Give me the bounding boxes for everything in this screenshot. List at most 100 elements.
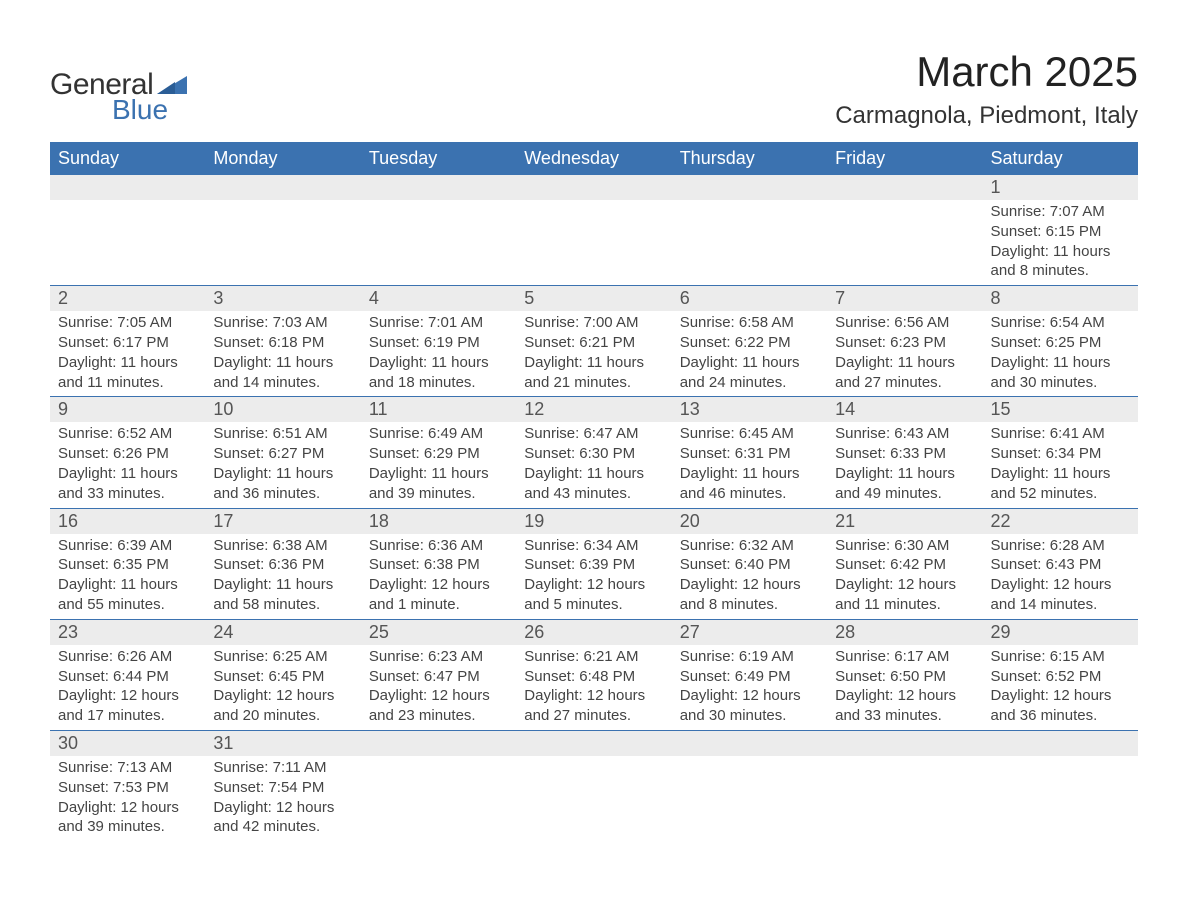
- sunrise-text: Sunrise: 6:15 AM: [991, 647, 1130, 667]
- daylight-text: Daylight: 12 hours and 42 minutes.: [213, 798, 352, 838]
- day-number-cell: 25: [361, 619, 516, 645]
- week-daynum-row: 9101112131415: [50, 397, 1138, 423]
- day-number-cell: 9: [50, 397, 205, 423]
- daylight-text: Daylight: 11 hours and 11 minutes.: [58, 353, 197, 393]
- daylight-text: Daylight: 12 hours and 17 minutes.: [58, 686, 197, 726]
- day-detail-cell: [827, 200, 982, 286]
- daylight-text: Daylight: 11 hours and 43 minutes.: [524, 464, 663, 504]
- logo-text-blue: Blue: [112, 94, 168, 126]
- day-detail-cell: Sunrise: 6:32 AMSunset: 6:40 PMDaylight:…: [672, 534, 827, 620]
- day-number-cell: 12: [516, 397, 671, 423]
- day-detail-cell: Sunrise: 6:49 AMSunset: 6:29 PMDaylight:…: [361, 422, 516, 508]
- day-number-cell: 15: [983, 397, 1138, 423]
- sunrise-text: Sunrise: 6:26 AM: [58, 647, 197, 667]
- week-detail-row: Sunrise: 7:13 AMSunset: 7:53 PMDaylight:…: [50, 756, 1138, 841]
- day-number-cell: 31: [205, 730, 360, 756]
- sunrise-text: Sunrise: 6:56 AM: [835, 313, 974, 333]
- week-detail-row: Sunrise: 7:05 AMSunset: 6:17 PMDaylight:…: [50, 311, 1138, 397]
- day-detail-cell: Sunrise: 7:05 AMSunset: 6:17 PMDaylight:…: [50, 311, 205, 397]
- sunrise-text: Sunrise: 6:58 AM: [680, 313, 819, 333]
- logo: General Blue: [50, 68, 187, 126]
- day-number-cell: 16: [50, 508, 205, 534]
- sunrise-text: Sunrise: 6:17 AM: [835, 647, 974, 667]
- day-number-cell: 26: [516, 619, 671, 645]
- sunrise-text: Sunrise: 6:38 AM: [213, 536, 352, 556]
- day-number-cell: [827, 730, 982, 756]
- daylight-text: Daylight: 12 hours and 27 minutes.: [524, 686, 663, 726]
- sunset-text: Sunset: 6:27 PM: [213, 444, 352, 464]
- day-header: Friday: [827, 142, 982, 175]
- day-number-cell: 8: [983, 286, 1138, 312]
- days-of-week-row: SundayMondayTuesdayWednesdayThursdayFrid…: [50, 142, 1138, 175]
- day-number-cell: 7: [827, 286, 982, 312]
- week-detail-row: Sunrise: 6:26 AMSunset: 6:44 PMDaylight:…: [50, 645, 1138, 731]
- daylight-text: Daylight: 11 hours and 36 minutes.: [213, 464, 352, 504]
- sunset-text: Sunset: 7:54 PM: [213, 778, 352, 798]
- day-number-cell: 10: [205, 397, 360, 423]
- sunset-text: Sunset: 6:19 PM: [369, 333, 508, 353]
- sunset-text: Sunset: 6:34 PM: [991, 444, 1130, 464]
- sunrise-text: Sunrise: 7:13 AM: [58, 758, 197, 778]
- week-daynum-row: 16171819202122: [50, 508, 1138, 534]
- day-detail-cell: Sunrise: 6:54 AMSunset: 6:25 PMDaylight:…: [983, 311, 1138, 397]
- daylight-text: Daylight: 12 hours and 39 minutes.: [58, 798, 197, 838]
- day-detail-cell: [983, 756, 1138, 841]
- sunrise-text: Sunrise: 6:28 AM: [991, 536, 1130, 556]
- sunset-text: Sunset: 6:42 PM: [835, 555, 974, 575]
- sunset-text: Sunset: 6:40 PM: [680, 555, 819, 575]
- sunset-text: Sunset: 6:29 PM: [369, 444, 508, 464]
- daylight-text: Daylight: 11 hours and 46 minutes.: [680, 464, 819, 504]
- day-header: Saturday: [983, 142, 1138, 175]
- sunrise-text: Sunrise: 6:23 AM: [369, 647, 508, 667]
- day-detail-cell: Sunrise: 6:28 AMSunset: 6:43 PMDaylight:…: [983, 534, 1138, 620]
- sunrise-text: Sunrise: 6:30 AM: [835, 536, 974, 556]
- sunset-text: Sunset: 6:21 PM: [524, 333, 663, 353]
- day-number-cell: 18: [361, 508, 516, 534]
- sunset-text: Sunset: 6:43 PM: [991, 555, 1130, 575]
- sunset-text: Sunset: 6:52 PM: [991, 667, 1130, 687]
- day-number-cell: 2: [50, 286, 205, 312]
- daylight-text: Daylight: 12 hours and 33 minutes.: [835, 686, 974, 726]
- day-header: Sunday: [50, 142, 205, 175]
- sunset-text: Sunset: 6:39 PM: [524, 555, 663, 575]
- sunset-text: Sunset: 6:15 PM: [991, 222, 1130, 242]
- sunset-text: Sunset: 6:50 PM: [835, 667, 974, 687]
- day-detail-cell: [361, 200, 516, 286]
- day-detail-cell: Sunrise: 6:52 AMSunset: 6:26 PMDaylight:…: [50, 422, 205, 508]
- day-number-cell: 4: [361, 286, 516, 312]
- sunrise-text: Sunrise: 7:03 AM: [213, 313, 352, 333]
- daylight-text: Daylight: 11 hours and 30 minutes.: [991, 353, 1130, 393]
- day-number-cell: [516, 175, 671, 200]
- sunset-text: Sunset: 6:33 PM: [835, 444, 974, 464]
- sunset-text: Sunset: 6:47 PM: [369, 667, 508, 687]
- day-detail-cell: [205, 200, 360, 286]
- day-number-cell: [50, 175, 205, 200]
- daylight-text: Daylight: 11 hours and 33 minutes.: [58, 464, 197, 504]
- sunset-text: Sunset: 6:18 PM: [213, 333, 352, 353]
- day-detail-cell: Sunrise: 6:23 AMSunset: 6:47 PMDaylight:…: [361, 645, 516, 731]
- day-number-cell: [361, 175, 516, 200]
- day-number-cell: [672, 175, 827, 200]
- day-number-cell: 11: [361, 397, 516, 423]
- daylight-text: Daylight: 11 hours and 58 minutes.: [213, 575, 352, 615]
- daylight-text: Daylight: 11 hours and 49 minutes.: [835, 464, 974, 504]
- daylight-text: Daylight: 11 hours and 21 minutes.: [524, 353, 663, 393]
- day-detail-cell: Sunrise: 6:43 AMSunset: 6:33 PMDaylight:…: [827, 422, 982, 508]
- sunrise-text: Sunrise: 6:39 AM: [58, 536, 197, 556]
- sunrise-text: Sunrise: 6:34 AM: [524, 536, 663, 556]
- sunset-text: Sunset: 6:38 PM: [369, 555, 508, 575]
- sunrise-text: Sunrise: 6:19 AM: [680, 647, 819, 667]
- sunrise-text: Sunrise: 6:51 AM: [213, 424, 352, 444]
- day-detail-cell: Sunrise: 7:07 AMSunset: 6:15 PMDaylight:…: [983, 200, 1138, 286]
- sunrise-text: Sunrise: 7:07 AM: [991, 202, 1130, 222]
- day-detail-cell: Sunrise: 6:19 AMSunset: 6:49 PMDaylight:…: [672, 645, 827, 731]
- sunrise-text: Sunrise: 6:36 AM: [369, 536, 508, 556]
- day-number-cell: 21: [827, 508, 982, 534]
- sunset-text: Sunset: 6:31 PM: [680, 444, 819, 464]
- day-detail-cell: Sunrise: 7:01 AMSunset: 6:19 PMDaylight:…: [361, 311, 516, 397]
- sunset-text: Sunset: 6:48 PM: [524, 667, 663, 687]
- day-detail-cell: Sunrise: 6:56 AMSunset: 6:23 PMDaylight:…: [827, 311, 982, 397]
- daylight-text: Daylight: 11 hours and 24 minutes.: [680, 353, 819, 393]
- day-detail-cell: Sunrise: 6:25 AMSunset: 6:45 PMDaylight:…: [205, 645, 360, 731]
- day-detail-cell: Sunrise: 6:36 AMSunset: 6:38 PMDaylight:…: [361, 534, 516, 620]
